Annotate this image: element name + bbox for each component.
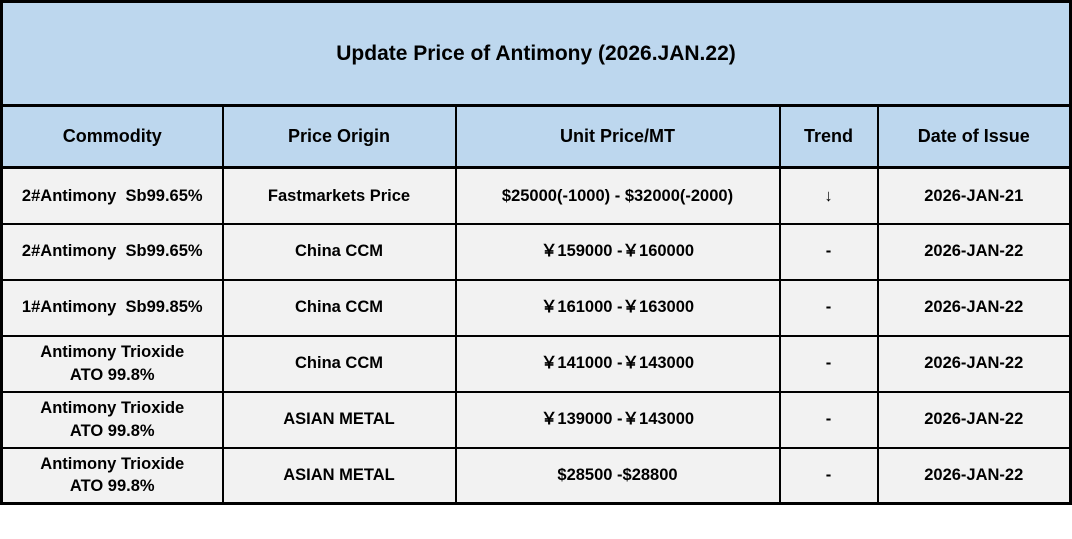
column-header-date-of-issue: Date of Issue (876, 104, 1072, 169)
cell-date-of-issue: 2026-JAN-22 (876, 390, 1072, 449)
column-header-price-origin: Price Origin (221, 104, 457, 169)
cell-price-origin: ASIAN METAL (221, 390, 457, 449)
cell-unit-price: ￥141000 -￥143000 (454, 334, 781, 393)
cell-date-of-issue: 2026-JAN-21 (876, 166, 1072, 225)
cell-trend-dash: - (778, 390, 879, 449)
cell-price-origin: Fastmarkets Price (221, 166, 457, 225)
cell-date-of-issue: 2026-JAN-22 (876, 446, 1072, 505)
arrow-down-icon: ↓ (778, 166, 879, 225)
cell-unit-price: $28500 -$28800 (454, 446, 781, 505)
cell-date-of-issue: 2026-JAN-22 (876, 278, 1072, 337)
cell-commodity: Antimony Trioxide ATO 99.8% (0, 334, 224, 393)
table-row: 1#Antimony Sb99.85% China CCM ￥161000 -￥… (0, 278, 1072, 337)
column-header-trend: Trend (778, 104, 879, 169)
cell-commodity: Antimony Trioxide ATO 99.8% (0, 390, 224, 449)
cell-price-origin: China CCM (221, 334, 457, 393)
table-row: Antimony Trioxide ATO 99.8% China CCM ￥1… (0, 334, 1072, 393)
table-row: 2#Antimony Sb99.65% China CCM ￥159000 -￥… (0, 222, 1072, 281)
cell-price-origin: China CCM (221, 222, 457, 281)
title-row: Update Price of Antimony (2026.JAN.22) (0, 0, 1072, 107)
table-row: 2#Antimony Sb99.65% Fastmarkets Price $2… (0, 166, 1072, 225)
column-header-row: Commodity Price Origin Unit Price/MT Tre… (0, 104, 1072, 169)
cell-unit-price: ￥161000 -￥163000 (454, 278, 781, 337)
cell-unit-price: ￥139000 -￥143000 (454, 390, 781, 449)
cell-commodity: 1#Antimony Sb99.85% (0, 278, 224, 337)
page-title: Update Price of Antimony (2026.JAN.22) (0, 0, 1072, 107)
cell-date-of-issue: 2026-JAN-22 (876, 222, 1072, 281)
price-table: Update Price of Antimony (2026.JAN.22) C… (0, 0, 1072, 505)
table-row: Antimony Trioxide ATO 99.8% ASIAN METAL … (0, 390, 1072, 449)
cell-trend-dash: - (778, 446, 879, 505)
cell-date-of-issue: 2026-JAN-22 (876, 334, 1072, 393)
column-header-commodity: Commodity (0, 104, 224, 169)
cell-unit-price: $25000(-1000) - $32000(-2000) (454, 166, 781, 225)
column-header-unit-price: Unit Price/MT (454, 104, 781, 169)
cell-trend-dash: - (778, 222, 879, 281)
cell-trend-dash: - (778, 334, 879, 393)
cell-commodity: 2#Antimony Sb99.65% (0, 222, 224, 281)
cell-price-origin: ASIAN METAL (221, 446, 457, 505)
cell-price-origin: China CCM (221, 278, 457, 337)
cell-unit-price: ￥159000 -￥160000 (454, 222, 781, 281)
cell-commodity: 2#Antimony Sb99.65% (0, 166, 224, 225)
cell-trend-dash: - (778, 278, 879, 337)
table-row: Antimony Trioxide ATO 99.8% ASIAN METAL … (0, 446, 1072, 505)
cell-commodity: Antimony Trioxide ATO 99.8% (0, 446, 224, 505)
